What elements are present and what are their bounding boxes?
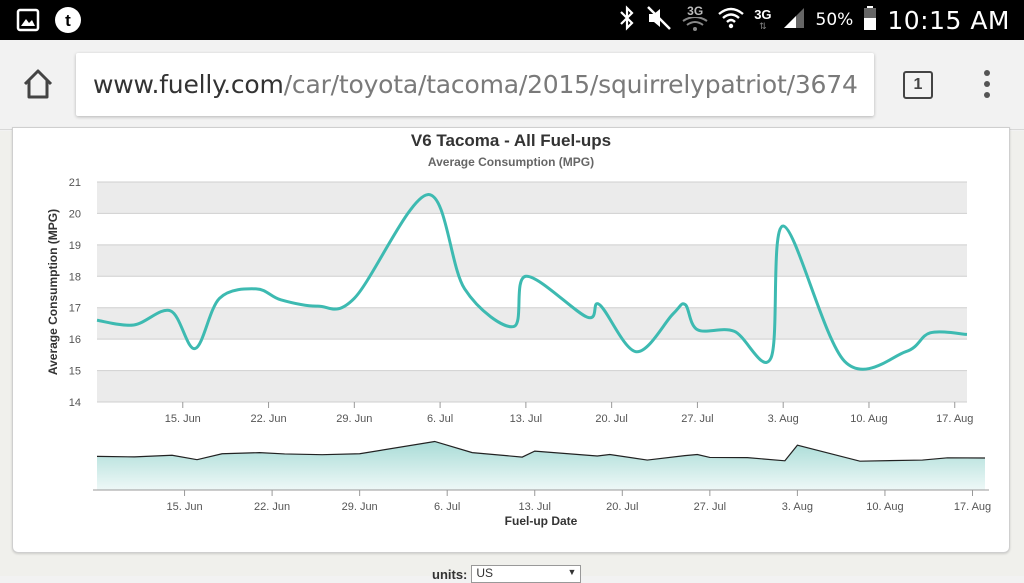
units-row: units: US — [432, 565, 582, 583]
address-bar[interactable]: www.fuelly.com/car/toyota/tacoma/2015/sq… — [76, 53, 874, 116]
x-tick-label: 20. Jul — [595, 413, 627, 425]
navigator-tick-label: 29. Jun — [342, 501, 378, 513]
battery-percent: 50% — [815, 10, 854, 30]
url-path: /car/toyota/tacoma/2015/squirrelypatriot… — [283, 70, 858, 99]
navigator-tick-label: 22. Jun — [254, 501, 290, 513]
units-select[interactable]: US — [471, 565, 582, 583]
navigator-tick-label: 13. Jul — [519, 501, 551, 513]
x-tick-label: 6. Jul — [427, 413, 453, 425]
navigator-tick-label: 6. Jul — [434, 501, 460, 513]
chart-title: V6 Tacoma - All Fuel-ups — [411, 131, 611, 150]
x-tick-label: 27. Jul — [681, 413, 713, 425]
url-domain: www.fuelly.com — [93, 70, 284, 99]
browser-toolbar: www.fuelly.com/car/toyota/tacoma/2015/sq… — [0, 40, 1024, 130]
x-tick-label: 15. Jun — [165, 413, 201, 425]
wifi-icon — [718, 7, 744, 34]
fuel-chart: V6 Tacoma - All Fuel-ups Average Consumpt… — [46, 131, 991, 528]
network-type-label: 3G — [754, 7, 772, 22]
tab-switcher-button[interactable]: 1 — [903, 71, 933, 99]
page-content: V6 Tacoma - All Fuel-ups Average Consumpt… — [0, 127, 1024, 583]
mute-icon — [646, 5, 672, 36]
x-axis-label: Fuel-up Date — [505, 514, 578, 528]
plot-band — [97, 307, 967, 340]
y-tick-label: 21 — [69, 177, 81, 189]
svg-text:t: t — [65, 11, 71, 30]
network-type-label: 3G — [687, 3, 704, 18]
y-axis-label: Average Consumption (MPG) — [46, 209, 60, 375]
y-tick-label: 14 — [69, 397, 81, 409]
gallery-icon — [16, 8, 40, 37]
home-icon[interactable] — [20, 66, 56, 102]
navigator-tick-label: 15. Jun — [167, 501, 203, 513]
x-tick-label: 29. Jun — [336, 413, 372, 425]
x-tick-label: 13. Jul — [510, 413, 542, 425]
plot-band — [97, 370, 967, 402]
navigator-tick-label: 17. Aug — [954, 501, 991, 513]
navigator-tick-label: 27. Jul — [694, 501, 726, 513]
navigator-tick-label: 20. Jul — [606, 501, 638, 513]
clock-time: 10:15 AM — [887, 5, 1010, 35]
overflow-menu-icon[interactable] — [980, 70, 994, 100]
y-tick-label: 18 — [69, 271, 81, 283]
bluetooth-icon — [618, 4, 636, 36]
tumblr-icon: t — [54, 6, 82, 39]
chart-subtitle: Average Consumption (MPG) — [428, 155, 594, 169]
navigator-tick-label: 10. Aug — [866, 501, 903, 513]
y-tick-label: 19 — [69, 240, 81, 252]
navigator-tick-label: 3. Aug — [782, 501, 813, 513]
series-line — [96, 193, 968, 371]
plot-band — [97, 244, 967, 277]
x-tick-label: 17. Aug — [936, 413, 973, 425]
y-tick-label: 20 — [69, 208, 81, 220]
wifi-icon — [682, 15, 708, 36]
status-bar: t 3G 3G ⇅ 50% 10:15 AM — [0, 0, 1024, 40]
battery-icon — [863, 5, 877, 36]
navigator-line — [96, 440, 986, 462]
x-tick-label: 22. Jun — [251, 413, 287, 425]
chart-card: V6 Tacoma - All Fuel-ups Average Consumpt… — [12, 127, 1010, 553]
units-label: units: — [432, 566, 468, 582]
signal-icon — [782, 6, 806, 35]
plot-band — [97, 182, 967, 214]
navigator-area — [97, 441, 985, 490]
x-tick-label: 10. Aug — [850, 413, 887, 425]
y-tick-label: 17 — [69, 303, 81, 315]
y-tick-label: 15 — [69, 366, 81, 378]
y-tick-label: 16 — [69, 334, 81, 346]
x-tick-label: 3. Aug — [768, 413, 799, 425]
